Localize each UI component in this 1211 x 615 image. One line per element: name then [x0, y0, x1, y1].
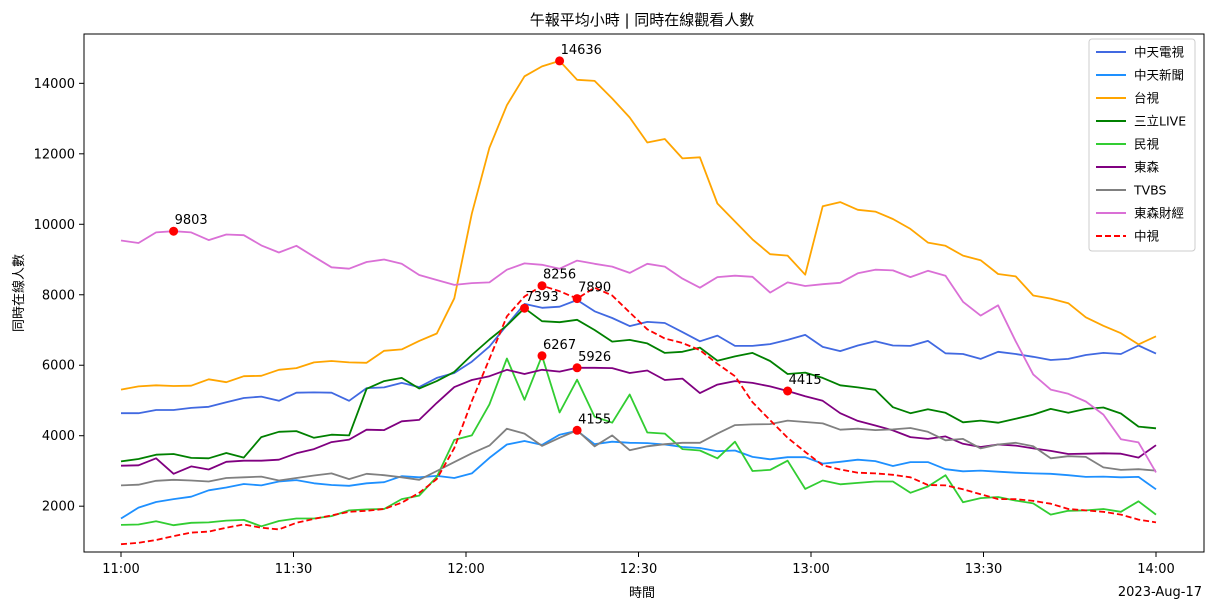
peak-marker-2 — [537, 281, 547, 291]
x-tick-label: 13:00 — [792, 562, 829, 577]
legend-label-2: 台視 — [1134, 91, 1160, 106]
legend-box — [1088, 38, 1196, 252]
series-line-5 — [120, 366, 1157, 475]
legend-label-3: 三立LIVE — [1134, 114, 1186, 129]
legend-label-6: TVBS — [1133, 183, 1167, 198]
peak-marker-3 — [572, 294, 582, 304]
peak-marker-5 — [537, 351, 547, 361]
x-tick-label: 11:00 — [102, 562, 139, 577]
peak-label-3: 7890 — [578, 281, 611, 296]
plot-area — [83, 33, 1205, 553]
y-tick-label: 4000 — [42, 429, 75, 444]
y-tick-label: 8000 — [42, 288, 75, 303]
series-line-2 — [120, 60, 1157, 391]
legend-label-5: 東森 — [1134, 160, 1160, 175]
y-tick-label: 6000 — [42, 359, 75, 374]
legend-label-8: 中視 — [1134, 229, 1160, 244]
peak-marker-7 — [572, 425, 582, 435]
x-tick-label: 12:30 — [620, 562, 657, 577]
date-label: 2023-Aug-17 — [1118, 585, 1202, 600]
peak-marker-0 — [169, 226, 179, 236]
x-tick-label: 14:00 — [1137, 562, 1174, 577]
series-line-7 — [120, 230, 1157, 473]
series-line-6 — [120, 419, 1157, 487]
x-axis-label: 時間 — [629, 586, 655, 601]
legend-label-7: 東森財經 — [1134, 206, 1184, 221]
peak-marker-1 — [555, 56, 565, 66]
y-axis-label: 同時在線人數 — [11, 254, 27, 332]
peak-marker-4 — [520, 303, 529, 313]
y-tick-label: 14000 — [34, 77, 75, 92]
series-layer — [120, 60, 1157, 546]
series-line-3 — [120, 307, 1157, 463]
peak-label-6: 5926 — [578, 350, 611, 365]
x-tick-label: 13:30 — [965, 562, 1002, 577]
legend-label-4: 民視 — [1134, 137, 1160, 152]
peak-label-5: 6267 — [543, 338, 576, 353]
series-line-4 — [120, 354, 1157, 528]
series-line-0 — [121, 299, 1157, 415]
peak-label-4: 7393 — [526, 290, 559, 305]
legend-label-1: 中天新聞 — [1134, 68, 1184, 83]
peak-label-7: 4155 — [578, 412, 611, 427]
chart-title: 午報平均小時 | 同時在線觀看人數 — [530, 11, 755, 29]
peak-marker-8 — [783, 386, 793, 396]
y-axis-ticks: 2000 4000 6000 8000 10000 12000 14000 — [34, 77, 84, 515]
y-tick-label: 12000 — [34, 147, 75, 162]
peak-label-0: 9803 — [175, 213, 208, 228]
series-line-8 — [120, 284, 1157, 546]
peak-marker-6 — [572, 363, 582, 373]
peak-label-1: 14636 — [561, 43, 602, 58]
x-tick-label: 11:30 — [275, 562, 312, 577]
peak-label-8: 4415 — [789, 373, 822, 388]
series-line-1 — [120, 429, 1157, 520]
y-tick-label: 2000 — [42, 500, 75, 515]
y-tick-label: 10000 — [34, 218, 75, 233]
x-axis-ticks: 11:00 11:30 12:00 12:30 13:00 13:30 14:00 — [102, 552, 1175, 577]
peak-label-2: 8256 — [543, 268, 576, 283]
x-tick-label: 12:00 — [447, 562, 484, 577]
legend-label-0: 中天電視 — [1134, 45, 1185, 60]
